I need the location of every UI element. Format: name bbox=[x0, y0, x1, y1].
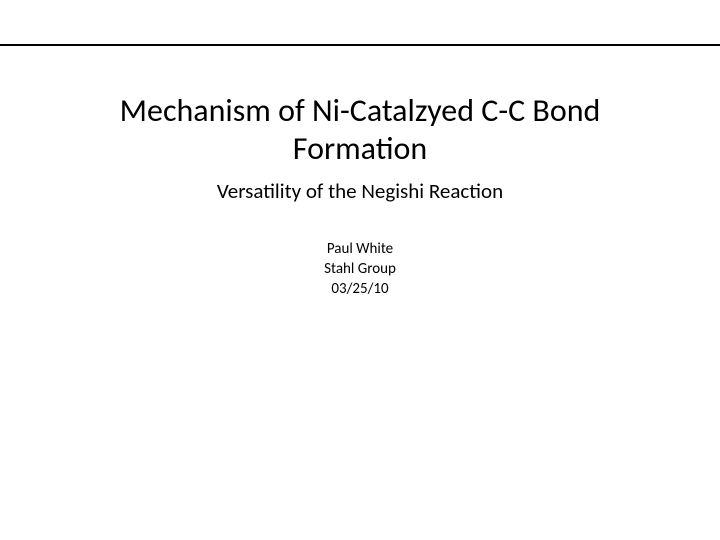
author-line: Paul White bbox=[0, 239, 720, 259]
slide-meta: Paul White Stahl Group 03/25/10 bbox=[0, 239, 720, 300]
slide-subtitle: Versatility of the Negishi Reaction bbox=[0, 178, 720, 205]
group-line: Stahl Group bbox=[0, 259, 720, 279]
horizontal-rule bbox=[0, 44, 720, 46]
date-line: 03/25/10 bbox=[0, 279, 720, 299]
slide-content: Mechanism of Ni-Catalzyed C-C Bond Forma… bbox=[0, 92, 720, 300]
slide-title: Mechanism of Ni-Catalzyed C-C Bond Forma… bbox=[60, 92, 660, 168]
